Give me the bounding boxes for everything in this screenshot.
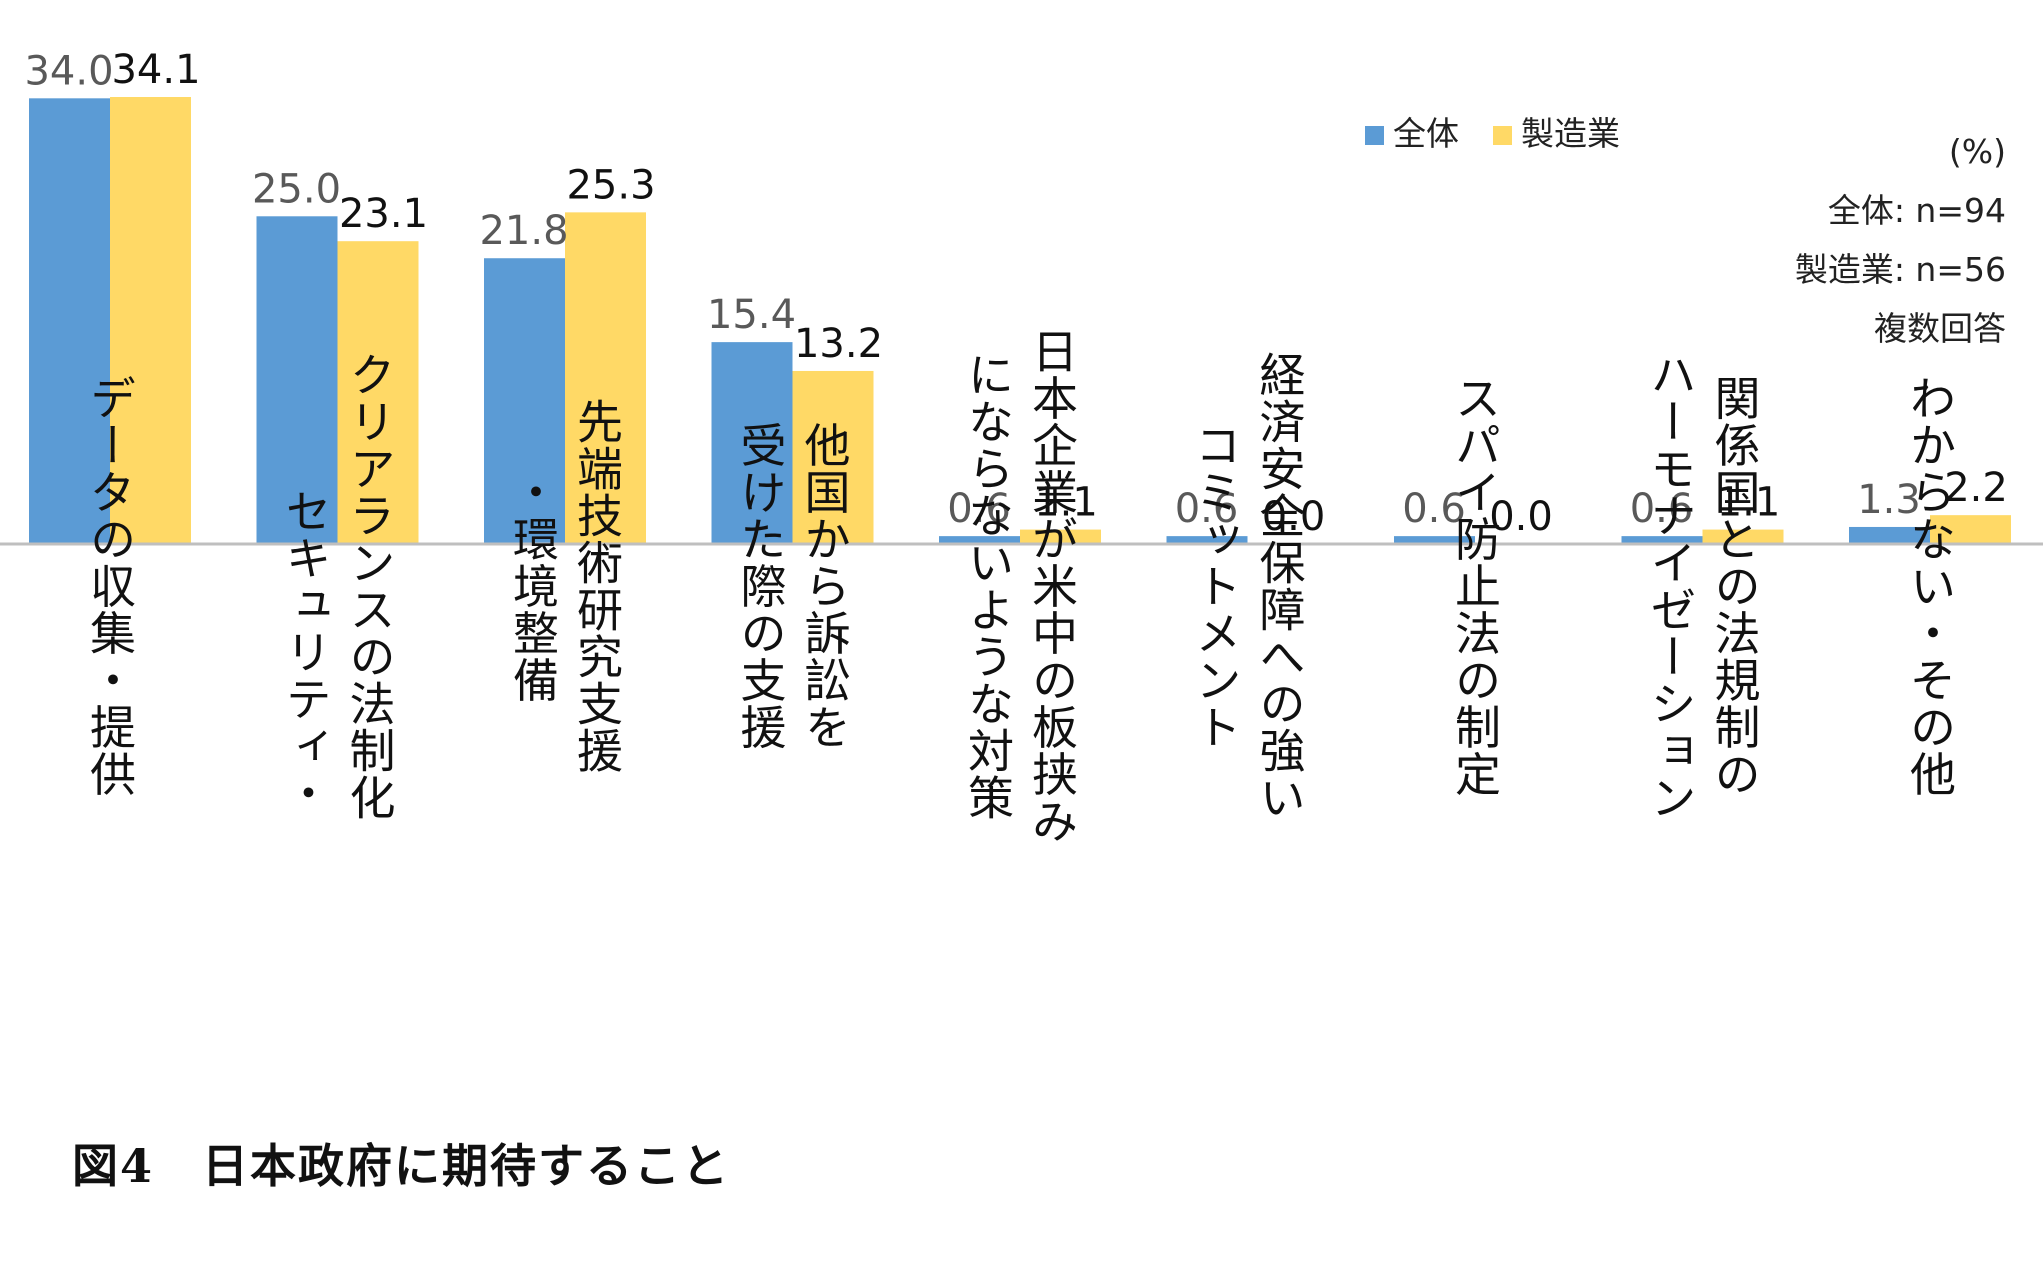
bar-manufacturing-2 bbox=[337, 241, 419, 544]
value-label-manufacturing-8: 1.1 bbox=[1717, 480, 1781, 526]
category-label-1-line-1: データの収集・提供 bbox=[83, 375, 137, 798]
bar-manufacturing-5 bbox=[1020, 529, 1101, 544]
value-label-manufacturing-3: 25.3 bbox=[566, 162, 655, 208]
value-label-all-2: 25.0 bbox=[252, 166, 341, 212]
category-label-6-line-1: 経済安全保障への強い bbox=[1253, 351, 1307, 821]
category-label-5-line-2: にならないような対策 bbox=[961, 351, 1015, 821]
bar-all-6 bbox=[1166, 536, 1248, 544]
bar-manufacturing-4 bbox=[792, 370, 874, 544]
note-3: 製造業: n=56 bbox=[1795, 250, 2006, 289]
legend-swatch-manufacturing bbox=[1493, 126, 1512, 145]
category-label-3-line-1: 先端技術研究支援 bbox=[570, 398, 624, 774]
value-label-all-7: 0.6 bbox=[1402, 486, 1466, 532]
bar-all-2 bbox=[256, 216, 338, 544]
value-label-manufacturing-2: 23.1 bbox=[339, 191, 428, 237]
category-label-9-line-1: わからない・その他 bbox=[1903, 375, 1957, 798]
category-label-5-line-1: 日本企業が米中の板挟み bbox=[1025, 328, 1079, 845]
bar-all-4 bbox=[711, 342, 793, 544]
bar-all-8 bbox=[1621, 536, 1703, 544]
value-label-manufacturing-7: 0.0 bbox=[1489, 494, 1553, 540]
bar-all-7 bbox=[1394, 536, 1475, 544]
category-label-7-line-1: スパイ防止法の制定 bbox=[1448, 375, 1502, 798]
bar-manufacturing-3 bbox=[565, 212, 646, 544]
category-label-4-line-2: 受けた際の支援 bbox=[734, 422, 788, 751]
value-label-manufacturing-6: 0.0 bbox=[1262, 494, 1326, 540]
value-label-all-9: 1.3 bbox=[1857, 477, 1921, 523]
bar-all-5 bbox=[939, 536, 1020, 544]
category-label-6-line-2: コミットメント bbox=[1189, 422, 1243, 751]
notes-group: (%) 全体: n=94 製造業: n=56 複数回答 bbox=[1795, 132, 2006, 348]
value-label-manufacturing-4: 13.2 bbox=[794, 321, 883, 367]
value-label-all-1: 34.0 bbox=[24, 48, 113, 94]
legend-label-manufacturing: 製造業 bbox=[1521, 114, 1620, 153]
category-label-8-line-1: 関係国との法規制の bbox=[1708, 375, 1762, 798]
value-labels-group: 34.034.1 25.023.1 21.825.3 15.413.2 0.6 1.1 0.… bbox=[24, 47, 2007, 540]
note-2: 全体: n=94 bbox=[1828, 191, 2006, 230]
legend-label-all: 全体 bbox=[1393, 114, 1459, 153]
legend-swatch-all bbox=[1365, 126, 1384, 145]
note-1: (%) bbox=[1949, 132, 2006, 171]
value-label-manufacturing-1: 34.1 bbox=[111, 47, 200, 93]
value-label-all-4: 15.4 bbox=[707, 292, 796, 338]
value-label-all-6: 0.6 bbox=[1175, 486, 1239, 532]
bar-all-9 bbox=[1849, 526, 1930, 544]
figure-title: 図4 日本政府に期待すること bbox=[72, 1139, 731, 1193]
value-label-manufacturing-9: 2.2 bbox=[1944, 465, 2008, 511]
bar-manufacturing-8 bbox=[1702, 529, 1784, 544]
note-4: 複数回答 bbox=[1874, 309, 2006, 348]
category-label-2-line-1: クリアランスの法制化 bbox=[343, 351, 397, 821]
bar-all-3 bbox=[484, 258, 565, 544]
bar-manufacturing-1 bbox=[110, 97, 191, 544]
value-label-all-5: 0.6 bbox=[947, 486, 1011, 532]
value-label-all-3: 21.8 bbox=[479, 208, 568, 254]
category-label-8-line-2: ハーモナイゼーション bbox=[1644, 351, 1698, 821]
category-label-3-line-2: ・環境整備 bbox=[506, 469, 560, 704]
value-label-manufacturing-5: 1.1 bbox=[1034, 480, 1098, 526]
bars-group bbox=[29, 97, 2011, 544]
category-label-2-line-2: セキュリティ・ bbox=[279, 488, 333, 817]
category-label-4-line-1: 他国から訴訟を bbox=[798, 422, 852, 751]
bar-all-1 bbox=[29, 98, 110, 544]
bar-manufacturing-9 bbox=[1930, 515, 2011, 544]
value-label-all-8: 0.6 bbox=[1630, 486, 1694, 532]
legend: 全体 製造業 bbox=[1365, 114, 1620, 153]
